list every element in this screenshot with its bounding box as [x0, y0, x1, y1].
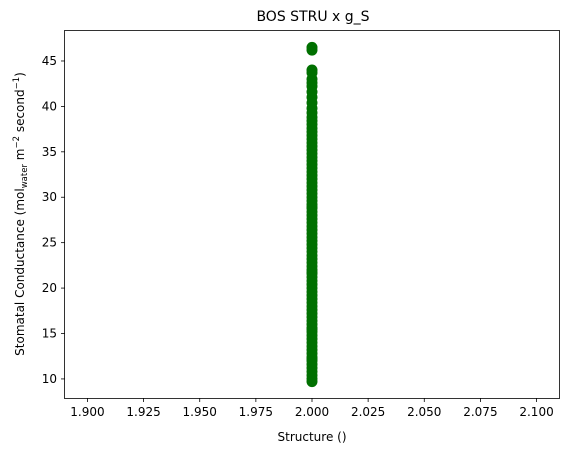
y-tick-label: 40 [42, 99, 57, 113]
y-tick-label: 10 [42, 372, 57, 386]
y-tick-label: 45 [42, 54, 57, 68]
x-tick-label: 2.000 [295, 405, 329, 419]
y-label-text: Stomatal Conductance (mol [13, 188, 27, 356]
x-tick-label: 1.900 [70, 405, 104, 419]
x-tick-label: 2.025 [351, 405, 385, 419]
y-label-superscript: −2 [12, 136, 22, 149]
x-tick-label: 1.925 [126, 405, 160, 419]
data-point [307, 267, 318, 278]
y-tick-label: 25 [42, 236, 57, 250]
scatter-points [307, 42, 318, 387]
y-label-superscript: −1 [12, 77, 22, 90]
y-axis-ticks: 10 15 20 25 30 35 40 45 [42, 54, 65, 386]
y-label-text: second [13, 89, 27, 136]
y-tick-label: 20 [42, 281, 57, 295]
x-axis-label: Structure () [278, 430, 347, 444]
data-point [307, 65, 318, 76]
y-tick-label: 35 [42, 145, 57, 159]
y-label-text: m [13, 149, 27, 165]
y-label-text: ) [13, 72, 27, 77]
x-tick-label: 1.975 [239, 405, 273, 419]
y-label-subscript: water [20, 164, 30, 189]
data-point [307, 42, 318, 53]
y-tick-label: 30 [42, 190, 57, 204]
data-point [307, 202, 318, 213]
y-axis-label: Stomatal Conductance (molwater m−2 secon… [12, 72, 30, 356]
x-tick-label: 2.075 [463, 405, 497, 419]
y-tick-label: 15 [42, 327, 57, 341]
chart-title: BOS STRU x g_S [256, 9, 369, 25]
x-tick-label: 2.050 [407, 405, 441, 419]
data-point [307, 323, 318, 334]
x-tick-label: 1.950 [183, 405, 217, 419]
x-tick-label: 2.100 [519, 405, 553, 419]
x-axis-ticks: 1.900 1.925 1.950 1.975 2.000 2.025 2.050 2.075… [70, 398, 553, 419]
data-point [307, 353, 318, 364]
